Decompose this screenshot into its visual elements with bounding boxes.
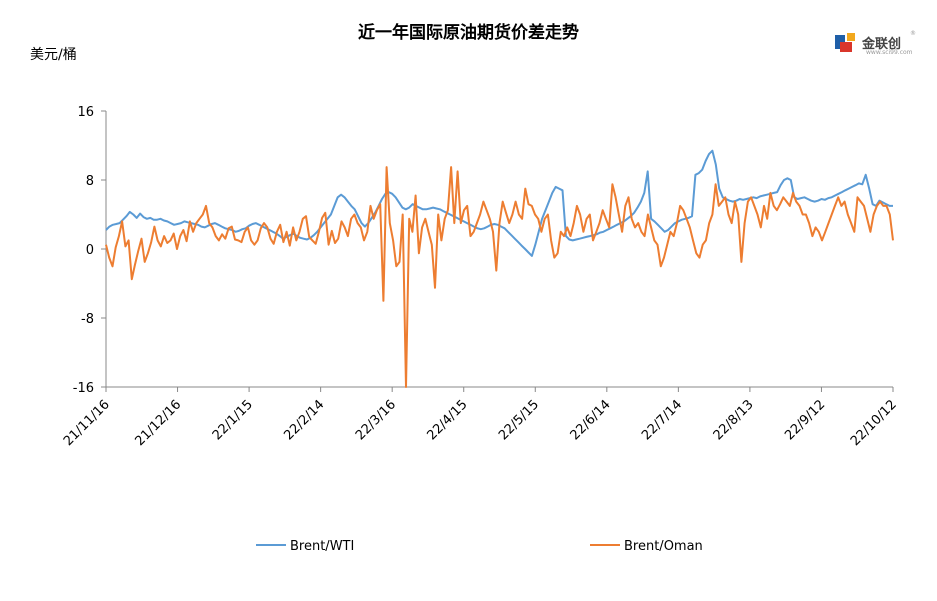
x-tick-label: 22/7/14 xyxy=(639,397,685,443)
x-tick-label: 22/1/15 xyxy=(210,397,256,443)
x-tick-label: 22/10/12 xyxy=(848,397,900,449)
brand-logo-text: 金联创 xyxy=(862,37,902,52)
brand-logo-registered-mark: ® xyxy=(910,30,916,37)
series-line-brent-oman xyxy=(105,166,894,388)
x-tick-label: 22/5/15 xyxy=(496,397,542,443)
y-tick-label: 8 xyxy=(86,174,94,189)
y-axis-unit-label: 美元/桶 xyxy=(30,47,77,63)
legend-label-brent-wti: Brent/WTI xyxy=(290,539,354,554)
x-tick-label: 22/4/15 xyxy=(425,397,471,443)
x-tick-label: 22/6/14 xyxy=(568,397,614,443)
brand-logo-subtext: www.sci99.com xyxy=(866,49,913,56)
x-tick-label: 21/11/16 xyxy=(61,397,113,449)
y-tick-label: 16 xyxy=(77,105,94,120)
y-tick-label: -16 xyxy=(73,381,94,396)
series-line-brent-wti xyxy=(105,149,893,257)
x-tick-label: 22/3/16 xyxy=(353,397,399,443)
x-tick-label: 22/9/12 xyxy=(782,397,828,443)
y-tick-label: 0 xyxy=(86,243,94,258)
y-tick-label: -8 xyxy=(81,312,94,327)
x-tick-label: 22/2/14 xyxy=(281,397,327,443)
chart-title: 近一年国际原油期货价差走势 xyxy=(358,23,579,43)
x-tick-label: 22/8/13 xyxy=(711,397,757,443)
brand-logo-icon xyxy=(835,33,855,52)
brand-logo: 金联创 www.sci99.com ® xyxy=(834,30,916,58)
x-tick-label: 21/12/16 xyxy=(132,397,184,449)
legend-label-brent-oman: Brent/Oman xyxy=(624,539,703,554)
